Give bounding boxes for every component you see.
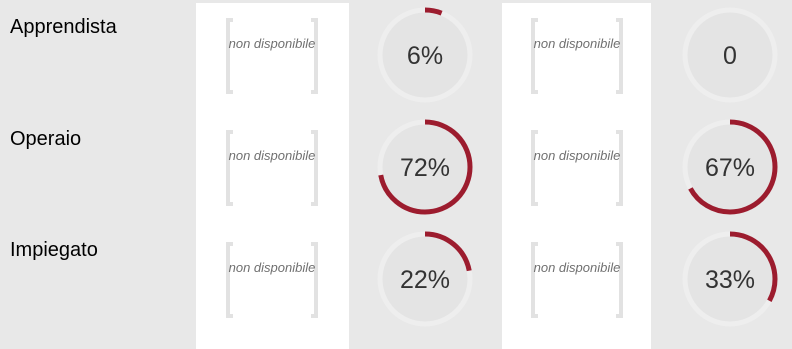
percentage-value: 72% xyxy=(399,154,451,182)
not-available-text: non disponibile xyxy=(228,260,316,275)
left-bracket-icon xyxy=(531,18,538,94)
row-label-operaio: Operaio xyxy=(10,128,82,150)
not-available-placeholder: non disponibile xyxy=(531,242,623,318)
ring-graphic xyxy=(377,231,473,327)
percentage-ring: 67% xyxy=(682,119,778,215)
not-available-placeholder: non disponibile xyxy=(531,130,623,206)
row-label-apprendista: Apprendista xyxy=(10,16,117,38)
percentage-value: 33% xyxy=(704,266,756,294)
not-available-text: non disponibile xyxy=(228,148,316,163)
ring-progress-arc xyxy=(682,119,778,215)
ring-inner-disc xyxy=(382,12,468,98)
right-bracket-icon xyxy=(616,18,623,94)
right-bracket-icon xyxy=(311,18,318,94)
percentage-ring: 6% xyxy=(377,7,473,103)
not-available-text: non disponibile xyxy=(533,36,621,51)
ring-progress-arc xyxy=(377,119,473,215)
ring-graphic xyxy=(682,7,778,103)
percentage-ring: 22% xyxy=(377,231,473,327)
right-bracket-icon xyxy=(616,242,623,318)
percentage-ring: 33% xyxy=(682,231,778,327)
left-bracket-icon xyxy=(531,130,538,206)
ring-inner-disc xyxy=(687,12,773,98)
ring-progress-arc xyxy=(682,231,778,327)
ring-progress-arc xyxy=(377,231,473,327)
left-bracket-icon xyxy=(531,242,538,318)
left-bracket-icon xyxy=(226,130,233,206)
not-available-text: non disponibile xyxy=(533,148,621,163)
left-bracket-icon xyxy=(226,18,233,94)
percentage-value: 0 xyxy=(723,42,737,70)
ring-inner-disc xyxy=(382,236,468,322)
ring-inner-disc xyxy=(382,124,468,210)
percentage-ring: 0 xyxy=(682,7,778,103)
column-panel-1 xyxy=(196,3,349,349)
row-label-impiegato: Impiegato xyxy=(10,239,98,261)
ring-graphic xyxy=(377,7,473,103)
ring-graphic xyxy=(377,119,473,215)
left-bracket-icon xyxy=(226,242,233,318)
percentage-ring: 72% xyxy=(377,119,473,215)
ring-graphic xyxy=(682,231,778,327)
ring-graphic xyxy=(682,119,778,215)
not-available-text: non disponibile xyxy=(533,260,621,275)
ring-track xyxy=(682,7,778,103)
percentage-value: 67% xyxy=(704,154,756,182)
ring-inner-disc xyxy=(687,124,773,210)
percentage-value: 6% xyxy=(406,42,444,70)
ring-progress-arc xyxy=(377,7,473,103)
ring-inner-disc xyxy=(687,236,773,322)
right-bracket-icon xyxy=(616,130,623,206)
column-panel-2 xyxy=(502,3,651,349)
not-available-text: non disponibile xyxy=(228,36,316,51)
right-bracket-icon xyxy=(311,242,318,318)
percentage-value: 22% xyxy=(399,266,451,294)
not-available-placeholder: non disponibile xyxy=(531,18,623,94)
not-available-placeholder: non disponibile xyxy=(226,242,318,318)
not-available-placeholder: non disponibile xyxy=(226,130,318,206)
right-bracket-icon xyxy=(311,130,318,206)
not-available-placeholder: non disponibile xyxy=(226,18,318,94)
